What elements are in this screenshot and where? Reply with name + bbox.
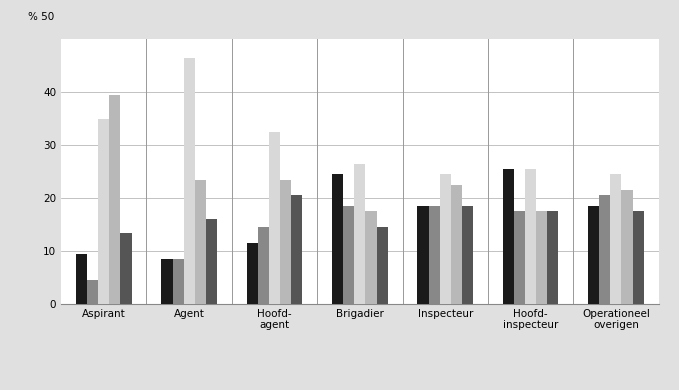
Bar — [98, 119, 109, 304]
Bar — [462, 206, 473, 304]
Bar — [451, 185, 462, 304]
Bar — [332, 174, 343, 304]
Bar — [280, 179, 291, 304]
Bar — [377, 227, 388, 304]
Bar — [109, 95, 120, 304]
Bar — [440, 174, 451, 304]
Bar — [536, 211, 547, 304]
Bar — [418, 206, 428, 304]
Bar — [633, 211, 644, 304]
Bar — [269, 132, 280, 304]
Bar — [514, 211, 525, 304]
Bar — [162, 259, 172, 304]
Bar — [503, 169, 514, 304]
Bar — [525, 169, 536, 304]
Bar — [76, 254, 87, 304]
Bar — [365, 211, 377, 304]
Bar — [600, 195, 610, 304]
Bar — [258, 227, 269, 304]
Bar — [588, 206, 600, 304]
Bar — [621, 190, 633, 304]
Bar — [195, 179, 206, 304]
Bar — [291, 195, 302, 304]
Bar — [428, 206, 440, 304]
Bar — [183, 58, 195, 304]
Bar — [172, 259, 183, 304]
Bar — [610, 174, 621, 304]
Bar — [547, 211, 558, 304]
Bar — [246, 243, 258, 304]
Bar — [343, 206, 354, 304]
Text: % 50: % 50 — [29, 12, 54, 22]
Bar — [206, 219, 217, 304]
Bar — [87, 280, 98, 304]
Bar — [120, 232, 132, 304]
Bar — [354, 164, 365, 304]
